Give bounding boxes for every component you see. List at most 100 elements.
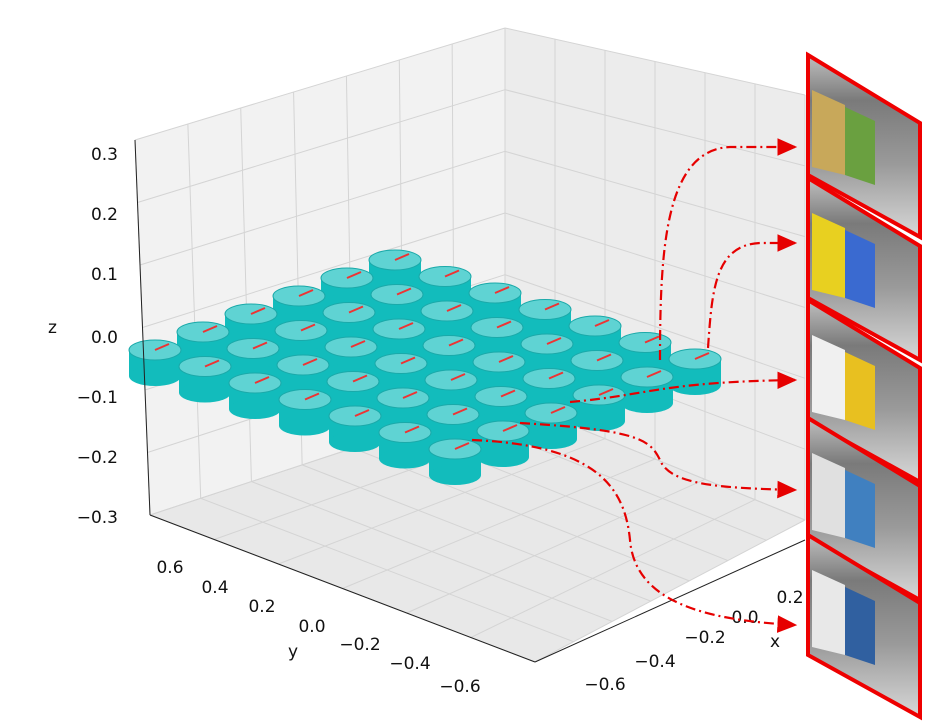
cylinder-bottom [329,432,381,452]
z-tick-label: 0.2 [91,205,118,225]
image-border [806,51,922,241]
orientation [396,287,412,296]
orientation [544,302,560,311]
orientation [454,442,470,450]
cylinder [228,372,282,419]
orientation [646,370,662,378]
x-tick-label: −0.2 [684,628,725,648]
grid-line [240,107,252,482]
y-tick-label: −0.2 [339,635,380,655]
grid-line [470,499,756,638]
z-tick-label: −0.2 [77,448,118,468]
y-tick-label: 0.4 [201,578,228,598]
orientation [304,392,320,401]
grid-line [342,458,656,589]
z-tick-label: −0.1 [77,388,118,408]
orientation [254,376,270,384]
orientation [250,307,266,315]
orientation [452,407,468,416]
y-axis [149,514,536,663]
image-panel [806,531,922,721]
image-object [812,570,845,655]
x-tick-label: −0.6 [584,675,625,695]
image-object [812,90,845,175]
grid-line [278,438,606,565]
cylinder [178,356,232,403]
orientation [202,325,218,333]
image-border [806,174,922,364]
orientation [444,269,460,278]
image-border [806,296,922,486]
orientation [446,304,462,312]
cylinder-bottom [525,429,577,449]
cylinder [572,384,626,431]
cylinder [668,348,722,395]
orientation [494,286,510,294]
grid-line [137,89,506,203]
orientation [252,341,268,350]
cylinder [620,366,674,413]
orientation [404,425,420,434]
cylinder-bottom [279,415,331,436]
orientation [302,358,318,366]
cylinder-bottom [129,366,181,386]
cylinder [518,299,572,346]
orientation [350,340,366,348]
image-border [806,414,922,604]
cylinders [128,249,722,485]
orientation [546,337,562,345]
orientation [548,371,564,380]
tick-labels: 0.3 0.2 0.1 0.0 −0.1 −0.2 −0.3 0.6 0.4 0.2 0.0 −0.2… [77,145,804,697]
orientation [596,353,612,362]
grid-line [187,123,202,499]
image-border [806,531,922,721]
cylinder [324,336,378,383]
cylinder [278,389,332,436]
cylinder-bottom [477,447,529,467]
x-axis [534,539,806,663]
image-panel [806,51,922,241]
orientation [500,389,516,398]
orientation [402,391,418,399]
cylinder [378,422,432,469]
cylinder-bottom [379,448,431,469]
orientation [502,424,518,432]
orientation [448,338,464,347]
z-tick-label: 0.1 [91,265,118,285]
orientation [598,388,614,396]
y-tick-label: 0.6 [156,558,183,578]
z-tick-label: 0.3 [91,145,118,165]
orientation [450,373,466,381]
z-tick-label: −0.3 [77,508,118,528]
y-tick-label: −0.6 [439,677,480,697]
y-label: y [288,642,298,662]
orientation [594,319,610,327]
arrows [471,138,798,633]
image-object [812,453,845,538]
cylinder-bottom [621,393,673,413]
grid [134,27,806,663]
grid-line [534,519,806,663]
orientation [348,305,364,314]
image-object [845,352,875,430]
orientation [398,322,414,330]
grid-line [142,212,506,328]
x-label: x [770,632,780,652]
x-tick-label: 0.2 [776,588,803,608]
orientation [352,374,368,383]
orientation [498,355,514,363]
cylinder-bottom [229,399,281,419]
z-label: z [48,318,57,338]
orientation [644,335,660,344]
y-tick-label: 0.0 [298,617,325,637]
image-object [845,470,875,548]
floor-pane [150,398,805,662]
cylinder-bottom [179,382,231,403]
orientation [400,356,416,365]
cylinder [372,318,426,365]
cylinder-bottom [573,411,625,431]
orientation [204,359,220,368]
orientation [394,253,410,261]
image-object [845,230,875,308]
